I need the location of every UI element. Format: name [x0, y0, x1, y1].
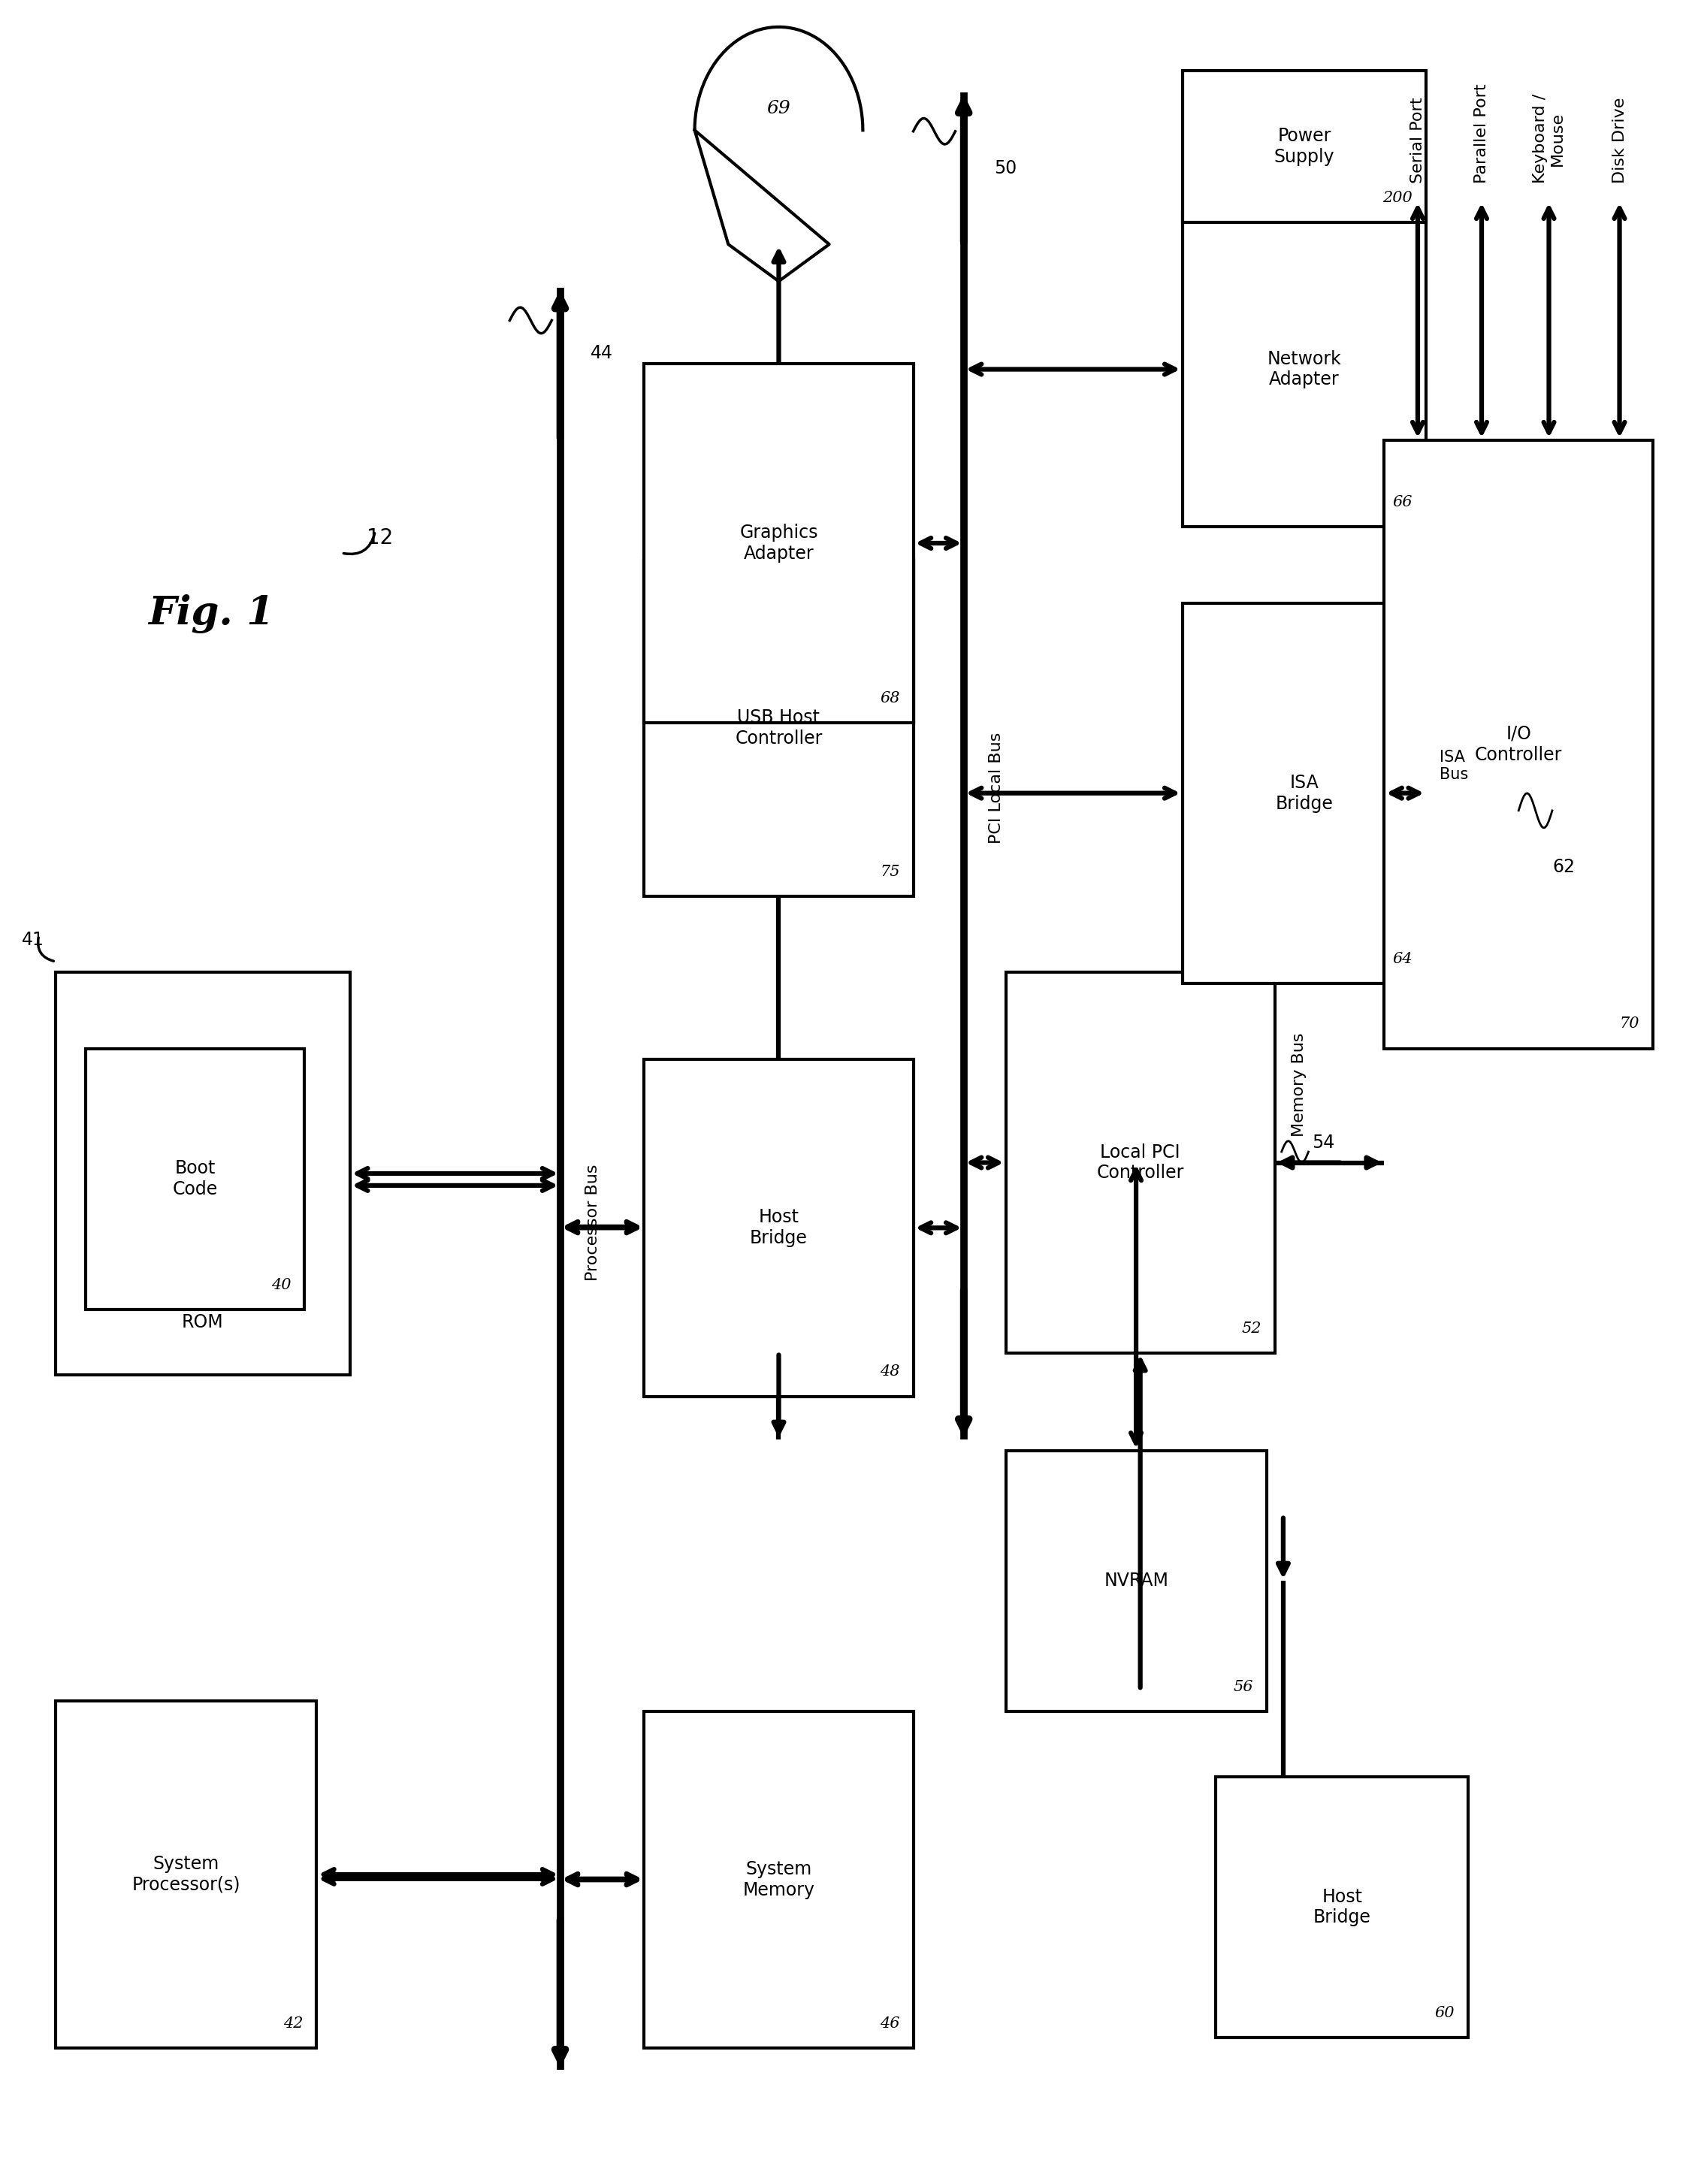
Text: 66: 66 — [1393, 496, 1413, 509]
Text: 56: 56 — [1233, 1679, 1254, 1695]
Text: PCI Local Bus: PCI Local Bus — [988, 732, 1003, 843]
Text: 68: 68 — [880, 690, 900, 705]
Text: Power
Supply: Power Supply — [1274, 127, 1335, 166]
Text: Host
Bridge: Host Bridge — [1313, 1887, 1371, 1926]
Text: System
Memory: System Memory — [743, 1861, 816, 1900]
Text: 70: 70 — [1619, 1018, 1640, 1031]
Text: 69: 69 — [766, 100, 790, 118]
Text: ROM: ROM — [183, 1313, 223, 1330]
Text: Parallel Port: Parallel Port — [1474, 83, 1489, 183]
FancyBboxPatch shape — [645, 1712, 914, 2049]
FancyBboxPatch shape — [645, 1059, 914, 1396]
Text: ISA
Bus: ISA Bus — [1440, 749, 1469, 782]
Text: System
Processor(s): System Processor(s) — [132, 1854, 240, 1894]
Text: 46: 46 — [880, 2016, 900, 2031]
Text: 44: 44 — [591, 343, 613, 363]
Text: Memory Bus: Memory Bus — [1291, 1033, 1306, 1136]
FancyBboxPatch shape — [1183, 212, 1426, 526]
Text: 50: 50 — [993, 159, 1017, 177]
Text: 54: 54 — [1311, 1133, 1335, 1151]
Text: 75: 75 — [880, 865, 900, 878]
Text: Graphics
Adapter: Graphics Adapter — [739, 524, 817, 563]
Text: USB Host
Controller: USB Host Controller — [734, 708, 822, 747]
FancyBboxPatch shape — [1384, 439, 1653, 1048]
Text: ISA
Bridge: ISA Bridge — [1276, 773, 1333, 812]
Text: 62: 62 — [1552, 858, 1575, 876]
Text: 40: 40 — [271, 1278, 291, 1293]
FancyBboxPatch shape — [86, 1048, 305, 1310]
Text: 200: 200 — [1382, 190, 1413, 205]
Text: Network
Adapter: Network Adapter — [1267, 349, 1342, 389]
Text: 52: 52 — [1242, 1321, 1261, 1334]
Text: Disk Drive: Disk Drive — [1612, 98, 1628, 183]
Text: NVRAM: NVRAM — [1103, 1572, 1169, 1590]
Text: 42: 42 — [283, 2016, 303, 2031]
Text: Boot
Code: Boot Code — [173, 1160, 218, 1199]
FancyBboxPatch shape — [1005, 1450, 1266, 1712]
Polygon shape — [695, 26, 863, 282]
FancyBboxPatch shape — [56, 1701, 316, 2049]
Text: Fig. 1: Fig. 1 — [149, 594, 274, 633]
FancyBboxPatch shape — [645, 365, 914, 723]
Text: 60: 60 — [1435, 2005, 1455, 2020]
Text: Serial Port: Serial Port — [1409, 98, 1425, 183]
FancyBboxPatch shape — [1005, 972, 1274, 1352]
Text: I/O
Controller: I/O Controller — [1475, 725, 1562, 764]
FancyBboxPatch shape — [1217, 1776, 1469, 2038]
Text: Host
Bridge: Host Bridge — [750, 1208, 807, 1247]
Text: 41: 41 — [22, 930, 44, 948]
Text: 12: 12 — [367, 526, 393, 548]
Text: Local PCI
Controller: Local PCI Controller — [1096, 1142, 1184, 1182]
FancyBboxPatch shape — [1183, 603, 1426, 983]
FancyBboxPatch shape — [645, 559, 914, 895]
FancyBboxPatch shape — [56, 972, 350, 1374]
FancyBboxPatch shape — [1183, 70, 1426, 223]
Text: Keyboard /
Mouse: Keyboard / Mouse — [1533, 94, 1565, 183]
Text: 48: 48 — [880, 1365, 900, 1378]
Text: 64: 64 — [1393, 952, 1413, 965]
Text: Processor Bus: Processor Bus — [585, 1164, 601, 1280]
